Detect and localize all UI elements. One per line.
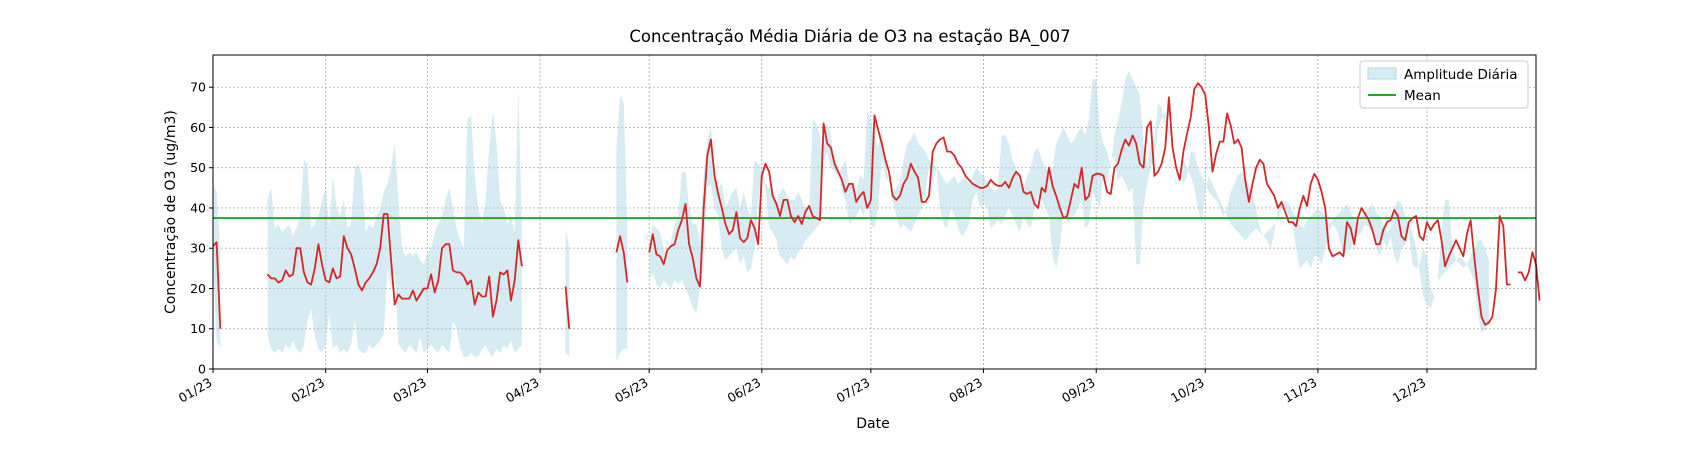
amplitude-band-segment [616,95,628,361]
y-tick-label: 60 [190,120,206,135]
y-tick-label: 50 [190,160,206,175]
legend-label-mean: Mean [1404,88,1441,104]
mean-concentration-line [212,241,222,329]
y-tick-label: 10 [190,321,206,336]
y-tick-label: 70 [190,80,206,95]
x-axis-label: Date [856,416,889,432]
amplitude-band-segment [649,71,1489,333]
mean-concentration-line [615,235,629,283]
mean-concentration-line [648,82,1511,326]
x-axis: 01/23 02/23 03/23 04/23 05/23 06/23 07/23 08/23… [176,369,1429,406]
y-axis-label: Concentração de O3 (ug/m3) [163,110,179,314]
x-tick-label: 03/23 [390,375,429,406]
mean-concentration-line [266,213,523,318]
legend: Amplitude Diária Mean [1359,60,1529,109]
x-tick-label: 04/23 [503,375,542,406]
y-tick-label: 0 [198,362,206,377]
x-tick-label: 02/23 [288,375,327,406]
x-tick-label: 05/23 [612,375,651,406]
x-tick-label: 08/23 [946,375,985,406]
x-tick-label: 06/23 [725,375,764,406]
daily-amplitude-band [213,71,1489,361]
x-tick-label: 11/23 [1281,375,1320,406]
y-axis: 0 10 20 30 40 50 60 70 [190,80,213,377]
plot-frame [212,54,1537,370]
x-tick-label: 12/23 [1390,375,1429,406]
legend-swatch-amplitude [1367,67,1397,80]
x-tick-label: 01/23 [176,375,215,406]
x-tick-label: 07/23 [834,375,873,406]
x-tick-label: 10/23 [1168,375,1207,406]
chart-title: Concentração Média Diária de O3 na estaç… [629,27,1070,47]
legend-box [1359,60,1529,109]
y-tick-label: 20 [190,281,206,296]
amplitude-band-segment [213,183,221,349]
x-tick-label: 09/23 [1059,375,1098,406]
y-tick-label: 30 [190,241,206,256]
amplitude-band-segment [267,91,522,357]
mean-concentration-line [564,286,571,329]
legend-label-amplitude: Amplitude Diária [1404,67,1517,83]
y-tick-label: 40 [190,200,206,215]
